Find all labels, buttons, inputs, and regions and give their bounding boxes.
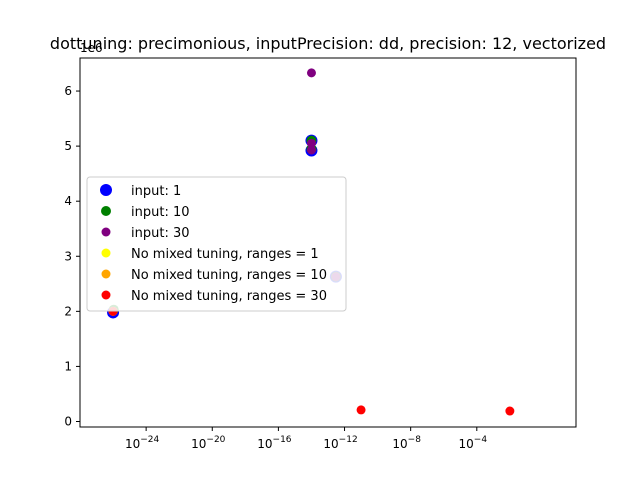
y-tick-label: 0 <box>64 414 72 428</box>
y-tick-label: 6 <box>64 84 72 98</box>
x-tick-label: 10−4 <box>459 435 488 451</box>
legend-box <box>86 176 347 312</box>
data-point <box>505 406 515 416</box>
y-tick-label: 4 <box>64 194 72 208</box>
y-tick-label: 3 <box>64 249 72 263</box>
data-point <box>306 138 316 148</box>
legend-label: No mixed tuning, ranges = 1 <box>131 247 319 262</box>
legend: input: 1 input: 10 input: 30 No mixed tunin… <box>86 176 347 312</box>
y-tick-label: 1 <box>64 359 72 373</box>
x-tick-label: 10−24 <box>125 435 160 451</box>
legend-label: No mixed tuning, ranges = 10 <box>131 268 327 283</box>
legend-label: No mixed tuning, ranges = 30 <box>131 289 327 304</box>
y-tick-label: 2 <box>64 304 72 318</box>
legend-marker <box>101 269 111 279</box>
legend-marker <box>100 184 112 196</box>
legend-label: input: 10 <box>131 205 190 220</box>
x-tick-label: 10−12 <box>323 435 357 451</box>
x-tick-label: 10−16 <box>257 435 292 451</box>
data-point <box>306 145 316 155</box>
legend-marker <box>101 206 111 216</box>
plot-frame <box>79 57 577 428</box>
legend-marker <box>101 227 111 237</box>
x-tick-label: 10−8 <box>392 435 421 451</box>
legend-marker <box>101 290 111 300</box>
data-point <box>306 68 316 78</box>
data-point <box>356 405 366 415</box>
legend-marker <box>101 248 111 258</box>
legend-label: input: 1 <box>131 184 181 199</box>
legend-label: input: 30 <box>131 226 190 241</box>
y-tick-label: 5 <box>64 139 72 153</box>
chart-title: dottuning: precimonious, inputPrecision:… <box>50 34 606 53</box>
x-tick-label: 10−20 <box>191 435 226 451</box>
y-offset-label: 1e6 <box>80 41 103 55</box>
